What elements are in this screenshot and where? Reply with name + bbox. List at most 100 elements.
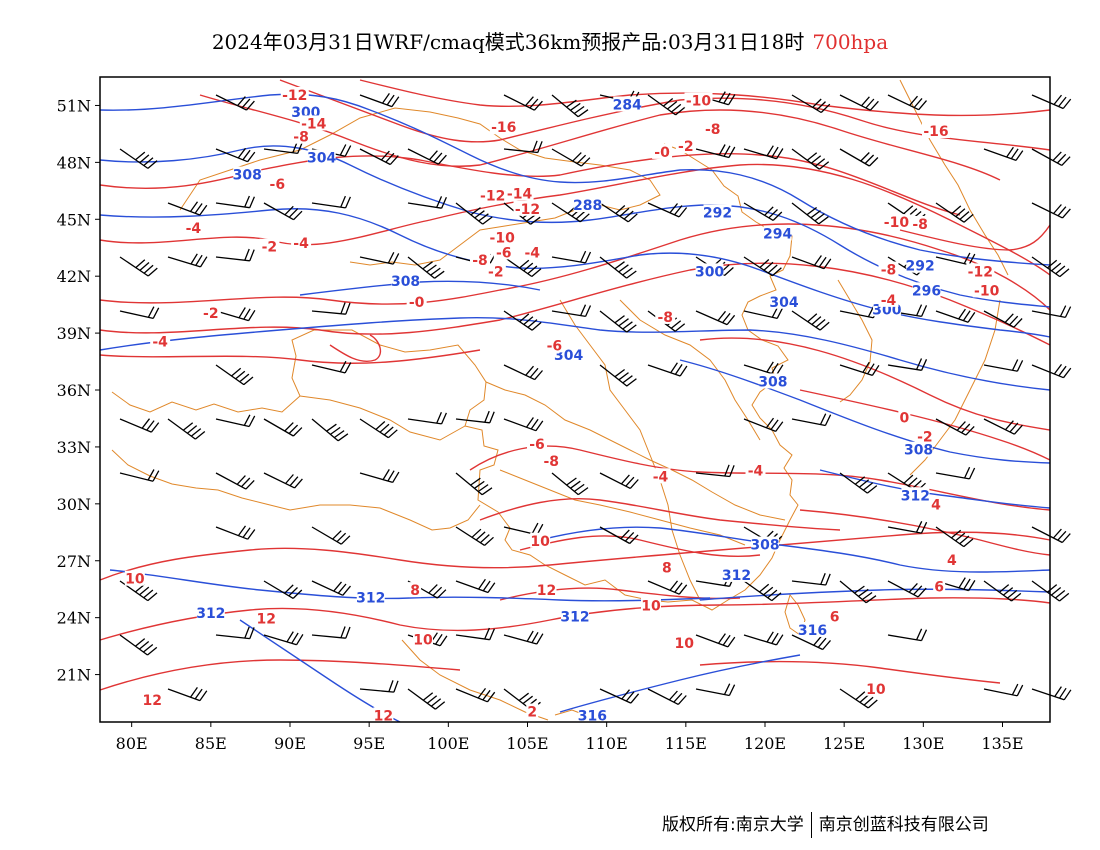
temperature-label: -4 xyxy=(152,335,168,351)
temperature-label: -8 xyxy=(657,310,673,326)
height-label-bg xyxy=(758,373,787,389)
temperature-label-bg xyxy=(291,128,312,144)
temperature-label: -4 xyxy=(186,221,202,237)
height-isoline xyxy=(559,654,801,713)
temperature-label: 0 xyxy=(899,410,909,426)
owner-label: 版权所有: xyxy=(662,815,736,835)
temperature-isotherm xyxy=(479,498,841,531)
temperature-isotherm xyxy=(799,509,1051,556)
temperature-label-bg xyxy=(280,86,309,102)
temperature-label: -10 xyxy=(884,215,910,231)
y-tick-label: 30N xyxy=(57,495,91,514)
wind-barb xyxy=(743,145,784,160)
wind-barb xyxy=(647,202,688,218)
wind-barb xyxy=(551,472,589,496)
height-label: 308 xyxy=(233,168,262,184)
wind-barb xyxy=(743,580,782,602)
temperature-label-bg xyxy=(513,200,542,216)
wind-barb xyxy=(215,307,256,322)
temperature-label: -16 xyxy=(491,120,516,136)
temperature-label-bg xyxy=(505,185,534,201)
temperature-label-bg xyxy=(373,707,394,723)
owner-university: 南京大学 xyxy=(735,815,804,835)
province-lines-2 xyxy=(485,381,786,521)
wind-barb xyxy=(407,411,447,425)
wind-barb xyxy=(743,631,784,646)
temperature-label-bg xyxy=(675,138,696,154)
height-label-bg xyxy=(763,225,792,241)
temperature-label: -12 xyxy=(968,264,993,280)
temperature-label: -12 xyxy=(480,189,505,205)
wind-barb xyxy=(311,580,351,596)
copyright-footer: 版权所有:南京大学 南京创蓝科技有限公司 xyxy=(662,810,989,838)
wind-barb xyxy=(1031,686,1072,701)
height-label-bg xyxy=(770,293,798,309)
height-label-bg xyxy=(695,263,724,279)
wind-barb xyxy=(215,414,256,428)
wind-barb xyxy=(215,472,255,490)
wind-barb xyxy=(167,253,208,268)
temperature-label: -2 xyxy=(203,306,219,322)
wind-barb xyxy=(935,526,974,548)
wind-barb xyxy=(215,364,254,386)
height-label: 312 xyxy=(196,606,225,622)
province-lines-5 xyxy=(499,469,746,546)
wind-barb xyxy=(503,94,543,111)
height-isoline xyxy=(99,145,1051,308)
temperature-label-bg xyxy=(933,578,946,594)
wind-barb xyxy=(935,418,975,436)
wind-barb xyxy=(791,634,831,651)
temperature-label: -2 xyxy=(262,240,278,256)
temperature-label: 10 xyxy=(125,572,145,588)
wind-barb xyxy=(647,688,687,705)
temperature-label-bg xyxy=(930,496,942,512)
wind-barb xyxy=(839,148,879,167)
temperature-label-bg xyxy=(291,234,312,250)
temperature-label: 4 xyxy=(947,553,957,569)
temperature-label: -12 xyxy=(282,88,307,104)
height-label-bg xyxy=(751,536,779,552)
temperature-label-bg xyxy=(409,582,422,598)
temperature-label-bg xyxy=(865,680,886,696)
mongolia-border xyxy=(179,107,661,266)
temperature-label-bg xyxy=(485,263,506,279)
y-tick-label: 48N xyxy=(57,153,91,172)
wind-barb xyxy=(503,417,544,432)
wind-barb xyxy=(263,472,303,489)
korea-outline xyxy=(837,279,873,403)
wind-barb xyxy=(695,310,736,326)
temperature-label-bg xyxy=(702,121,723,137)
temperature-label-bg xyxy=(267,176,288,192)
temperature-label: 10 xyxy=(675,636,695,652)
height-label: 284 xyxy=(613,97,642,113)
wind-barb xyxy=(983,580,1022,602)
temperature-label: -8 xyxy=(881,263,897,279)
wind-barb xyxy=(119,580,158,602)
temperature-label: -10 xyxy=(686,94,712,110)
geographic-boundaries xyxy=(111,79,1009,723)
temperature-label: 6 xyxy=(830,610,840,626)
height-label-bg xyxy=(307,149,336,165)
wind-barb xyxy=(551,202,590,223)
height-label: 304 xyxy=(307,151,336,167)
temperature-label: 2 xyxy=(527,705,537,721)
temperature-label: -0 xyxy=(409,295,425,311)
wind-barb xyxy=(839,361,880,377)
height-label-bg xyxy=(356,589,385,605)
indochina-coast xyxy=(401,639,549,721)
temperature-isotherm xyxy=(699,337,1051,431)
temperature-label-bg xyxy=(684,92,713,108)
temperature-label-bg xyxy=(972,282,1001,298)
wind-barb xyxy=(407,688,446,710)
temperature-label: 10 xyxy=(413,632,433,648)
temperature-label: -10 xyxy=(490,230,516,246)
wind-barb xyxy=(407,580,447,599)
height-isoline xyxy=(99,208,1051,338)
wind-barb xyxy=(1031,148,1071,166)
wind-barb xyxy=(359,93,400,108)
temperature-label-bg xyxy=(660,559,673,575)
footer-separator xyxy=(810,812,812,838)
height-label: 308 xyxy=(391,274,420,290)
y-tick-label: 36N xyxy=(57,381,91,400)
